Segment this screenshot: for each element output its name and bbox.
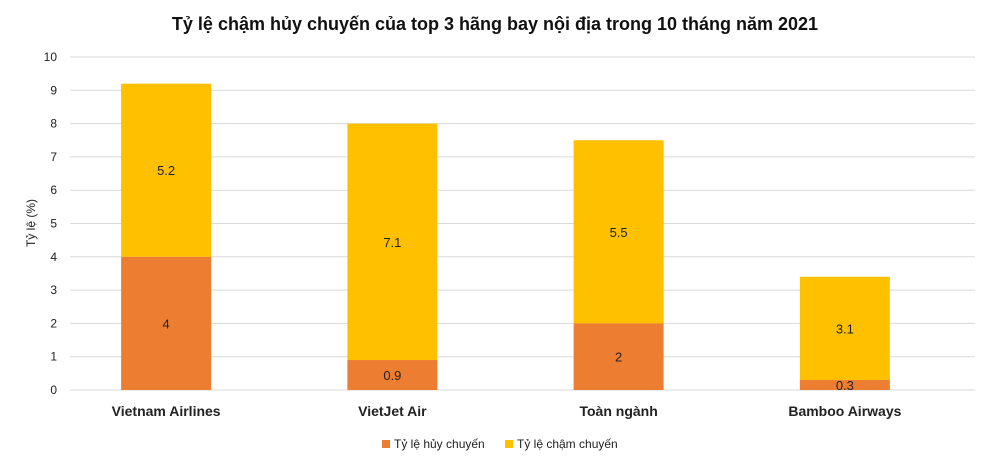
y-tick-label: 5	[50, 217, 57, 231]
bar-segment	[121, 256, 212, 390]
data-label: 3.1	[836, 321, 854, 336]
y-tick-label: 2	[50, 316, 57, 330]
bar-segment	[573, 140, 664, 324]
bar-segment	[121, 83, 212, 257]
legend-swatch	[505, 440, 513, 448]
bar-segment	[573, 323, 664, 390]
bar-segment	[799, 276, 890, 381]
data-label: 5.2	[157, 163, 175, 178]
gridlines	[70, 56, 975, 391]
x-category-label: Bamboo Airways	[788, 403, 901, 419]
data-label: 2	[615, 350, 622, 365]
data-label: 4	[163, 316, 170, 331]
data-label: 7.1	[383, 235, 401, 250]
y-tick-label: 7	[50, 150, 57, 164]
x-category-label: Vietnam Airlines	[112, 403, 221, 419]
y-tick-label: 8	[50, 117, 57, 131]
y-tick-label: 1	[50, 350, 57, 364]
legend: Tỷ lệ hủy chuyến Tỷ lệ chậm chuyến	[382, 437, 618, 451]
y-tick-label: 3	[50, 283, 57, 297]
y-tick-label: 4	[50, 250, 57, 264]
x-category-label: VietJet Air	[358, 403, 427, 419]
data-label: 0.9	[383, 368, 401, 383]
y-axis-label: Tỷ lệ (%)	[24, 199, 38, 247]
y-tick-label: 6	[50, 183, 57, 197]
y-tick-label: 9	[50, 83, 57, 97]
bars: 4 5.2 0.9 7.1 2 5.5 0.3 3.1	[121, 83, 890, 393]
y-axis-ticks: 0 1 2 3 4 5 6 7 8 9 10	[44, 50, 58, 397]
legend-swatch	[382, 440, 390, 448]
bar-segment	[799, 380, 890, 390]
y-tick-label: 0	[50, 383, 57, 397]
data-label: 5.5	[610, 225, 628, 240]
legend-label: Tỷ lệ chậm chuyến	[517, 437, 618, 451]
x-axis-categories: Vietnam Airlines VietJet Air Toàn ngành Bam…	[112, 403, 902, 419]
bar-segment	[347, 360, 438, 390]
data-label: 0.3	[836, 378, 854, 393]
y-tick-label: 10	[44, 50, 58, 64]
chart-title: Tỷ lệ chậm hủy chuyến của top 3 hãng bay…	[172, 14, 818, 34]
bar-segment	[347, 123, 438, 361]
x-category-label: Toàn ngành	[579, 403, 657, 419]
legend-label: Tỷ lệ hủy chuyến	[394, 437, 485, 451]
